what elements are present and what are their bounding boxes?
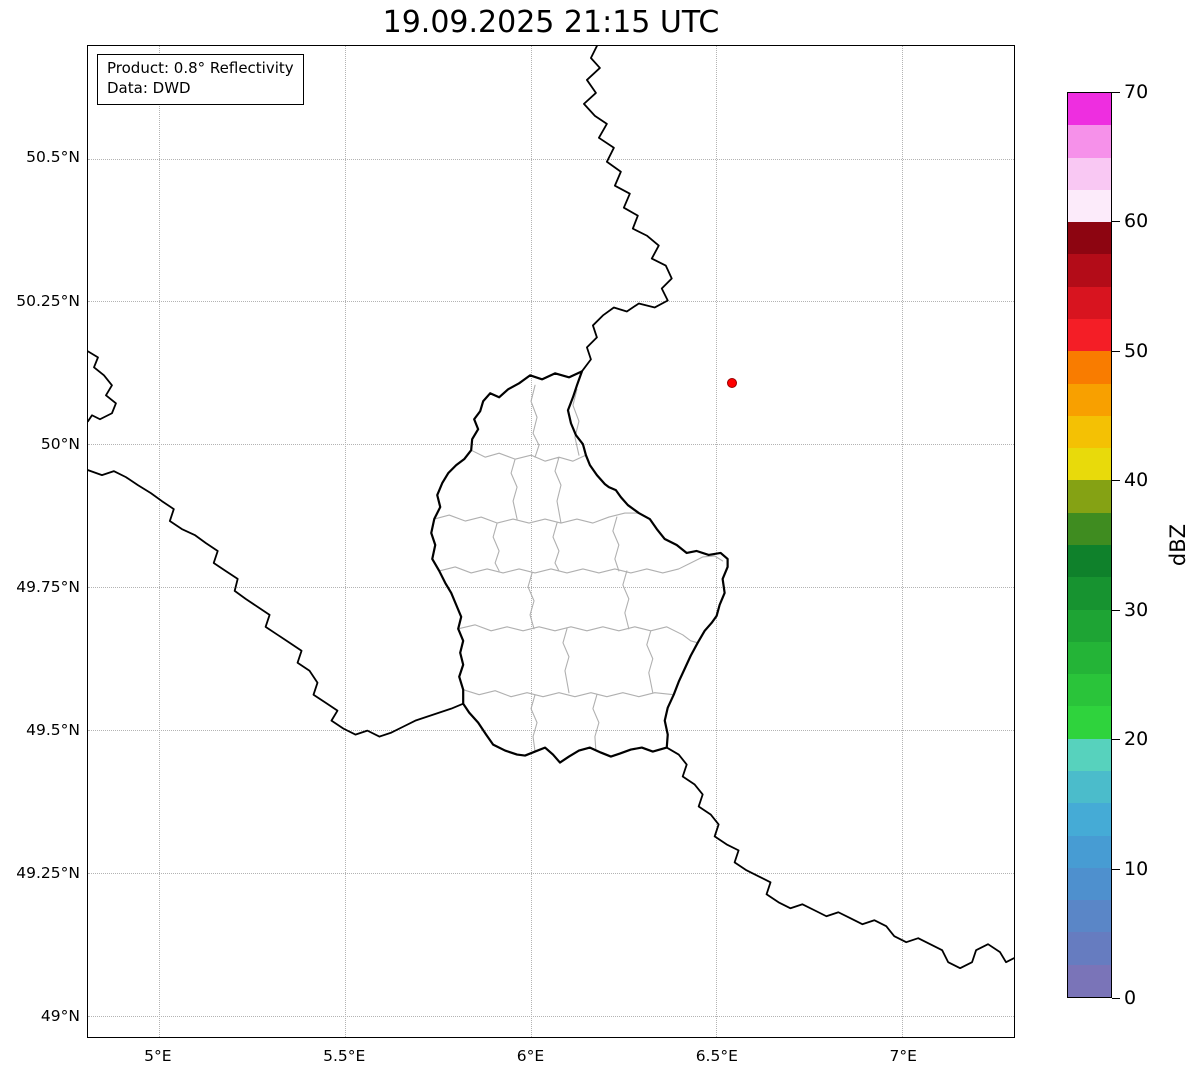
- colorbar-segment: [1068, 705, 1111, 739]
- colorbar: [1067, 92, 1112, 998]
- colorbar-tick-mark: [1112, 998, 1120, 999]
- colorbar-segment: [1068, 447, 1111, 481]
- map-borders: [88, 46, 1014, 970]
- colorbar-axis-label: dBZ: [1166, 523, 1190, 567]
- longitude-tick-label: 6°E: [516, 1047, 545, 1065]
- parallel-gridline: [88, 158, 1014, 160]
- longitude-tick-label: 6.5°E: [695, 1047, 738, 1065]
- colorbar-tick-label: 30: [1124, 598, 1149, 621]
- longitude-tick-label: 5.5°E: [323, 1047, 366, 1065]
- colorbar-segment: [1068, 124, 1111, 158]
- figure-title: 19.09.2025 21:15 UTC: [382, 5, 720, 40]
- meridian-gridline: [158, 46, 160, 1037]
- colorbar-segment: [1068, 544, 1111, 578]
- colorbar-segment: [1068, 479, 1111, 513]
- parallel-gridline: [88, 1015, 1014, 1017]
- colorbar-tick-mark: [1112, 92, 1120, 93]
- parallel-gridline: [88, 872, 1014, 874]
- colorbar-tick-label: 70: [1124, 81, 1149, 103]
- colorbar-segment: [1068, 931, 1111, 965]
- colorbar-segment: [1068, 93, 1111, 126]
- colorbar-tick-mark: [1112, 221, 1120, 223]
- colorbar-tick-label: 60: [1124, 210, 1149, 233]
- country-border-salient: [88, 350, 117, 423]
- country-border-be-de: [581, 46, 673, 373]
- latitude-tick-label: 49.25°N: [16, 864, 80, 883]
- parallel-gridline: [88, 730, 1014, 732]
- parallel-gridline: [88, 301, 1014, 303]
- country-border-fr-de: [665, 746, 1014, 970]
- latitude-tick-label: 50°N: [40, 434, 80, 453]
- colorbar-segment: [1068, 835, 1111, 868]
- meridian-gridline: [530, 46, 532, 1037]
- parallel-gridline: [88, 587, 1014, 589]
- colorbar-segment: [1068, 286, 1111, 319]
- colorbar-tick-label: 10: [1124, 857, 1149, 880]
- colorbar-segment: [1068, 350, 1111, 384]
- colorbar-tick-mark: [1112, 609, 1120, 611]
- colorbar-segment: [1068, 221, 1111, 255]
- colorbar-segment: [1068, 899, 1111, 933]
- colorbar-tick-mark: [1112, 739, 1120, 741]
- colorbar-segment: [1068, 867, 1111, 901]
- colorbar-tick-label: 20: [1124, 728, 1149, 751]
- annotation-product-line: Product: 0.8° Reflectivity: [107, 59, 294, 77]
- parallel-gridline: [88, 444, 1014, 446]
- gridlines-layer: [88, 46, 1014, 1037]
- colorbar-segment: [1068, 512, 1111, 545]
- district-borders: [433, 384, 724, 753]
- meridian-gridline: [716, 46, 718, 1037]
- colorbar-tick-label: 0: [1124, 987, 1137, 1009]
- latitude-tick-label: 50.5°N: [26, 148, 80, 167]
- colorbar-tick-mark: [1112, 350, 1120, 352]
- product-annotation-box: Product: 0.8° Reflectivity Data: DWD: [97, 54, 304, 105]
- country-border-fr-be: [88, 469, 465, 738]
- colorbar-tick-mark: [1112, 480, 1120, 482]
- latitude-tick-label: 49°N: [40, 1007, 80, 1026]
- colorbar-segment: [1068, 673, 1111, 707]
- colorbar-segment: [1068, 253, 1111, 287]
- longitude-tick-label: 7°E: [889, 1047, 917, 1065]
- country-border-luxembourg: [430, 370, 729, 764]
- latitude-tick-label: 49.5°N: [26, 721, 80, 739]
- colorbar-tick-label: 50: [1124, 339, 1149, 362]
- colorbar-segment: [1068, 738, 1111, 771]
- colorbar-segment: [1068, 770, 1111, 804]
- colorbar-segment: [1068, 318, 1111, 352]
- meridian-gridline: [344, 46, 346, 1037]
- map-plot-area: Product: 0.8° Reflectivity Data: DWD: [87, 45, 1015, 1038]
- colorbar-tick-mark: [1112, 868, 1120, 870]
- latitude-tick-label: 49.75°N: [16, 577, 80, 596]
- colorbar-segment: [1068, 964, 1111, 997]
- colorbar-segment: [1068, 609, 1111, 642]
- annotation-data-source-line: Data: DWD: [107, 78, 191, 97]
- colorbar-segment: [1068, 641, 1111, 675]
- colorbar-segment: [1068, 802, 1111, 836]
- colorbar-segment: [1068, 576, 1111, 610]
- colorbar-segment: [1068, 415, 1111, 449]
- colorbar-segment: [1068, 157, 1111, 190]
- colorbar-tick-label: 40: [1124, 469, 1149, 492]
- colorbar-segment: [1068, 383, 1111, 416]
- meridian-gridline: [902, 46, 904, 1037]
- radar-site-marker: [727, 378, 738, 389]
- longitude-tick-label: 5°E: [144, 1047, 172, 1065]
- colorbar-segment: [1068, 189, 1111, 223]
- latitude-tick-label: 50.25°N: [16, 291, 80, 310]
